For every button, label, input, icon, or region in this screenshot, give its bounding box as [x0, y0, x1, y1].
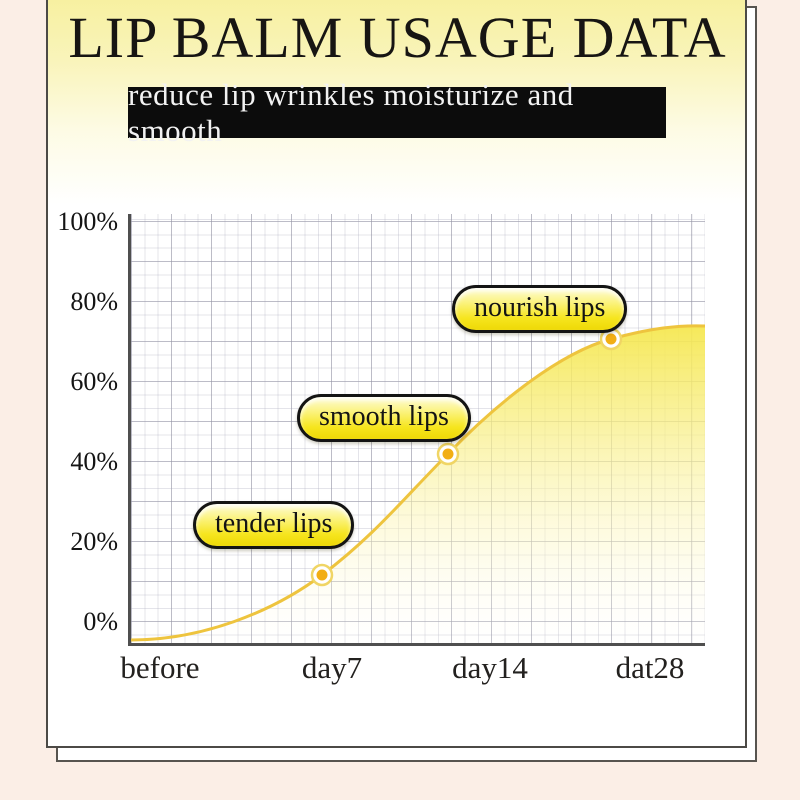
callout-smooth-lips: smooth lips — [297, 394, 471, 442]
subtitle-banner: reduce lip wrinkles moisturize and smoot… — [128, 77, 666, 148]
callout-nourish-lips-label: nourish lips — [474, 292, 606, 323]
x-tick-dat28: dat28 — [615, 650, 685, 685]
data-point-late — [599, 327, 623, 351]
subtitle-text: reduce lip wrinkles moisturize and smoot… — [128, 76, 574, 148]
y-tick-20: 20% — [70, 527, 118, 556]
y-tick-40: 40% — [70, 447, 118, 476]
page-title: LIP BALM USAGE DATA — [68, 5, 727, 70]
usage-area-fill — [131, 325, 705, 643]
data-point-mid — [436, 442, 460, 466]
data-point-day7 — [310, 563, 334, 587]
callout-nourish-lips: nourish lips — [452, 285, 628, 333]
y-tick-80: 80% — [70, 287, 118, 316]
callout-smooth-lips-label: smooth lips — [319, 401, 449, 432]
usage-curve-svg — [131, 324, 705, 643]
callout-tender-lips: tender lips — [193, 501, 355, 549]
y-tick-60: 60% — [70, 367, 118, 396]
y-tick-100: 100% — [57, 207, 118, 236]
y-tick-0: 0% — [83, 607, 118, 636]
x-tick-before: before — [120, 650, 200, 685]
x-tick-day7: day7 — [301, 650, 363, 685]
x-tick-day14: day14 — [452, 650, 528, 685]
callout-tender-lips-label: tender lips — [215, 508, 333, 539]
